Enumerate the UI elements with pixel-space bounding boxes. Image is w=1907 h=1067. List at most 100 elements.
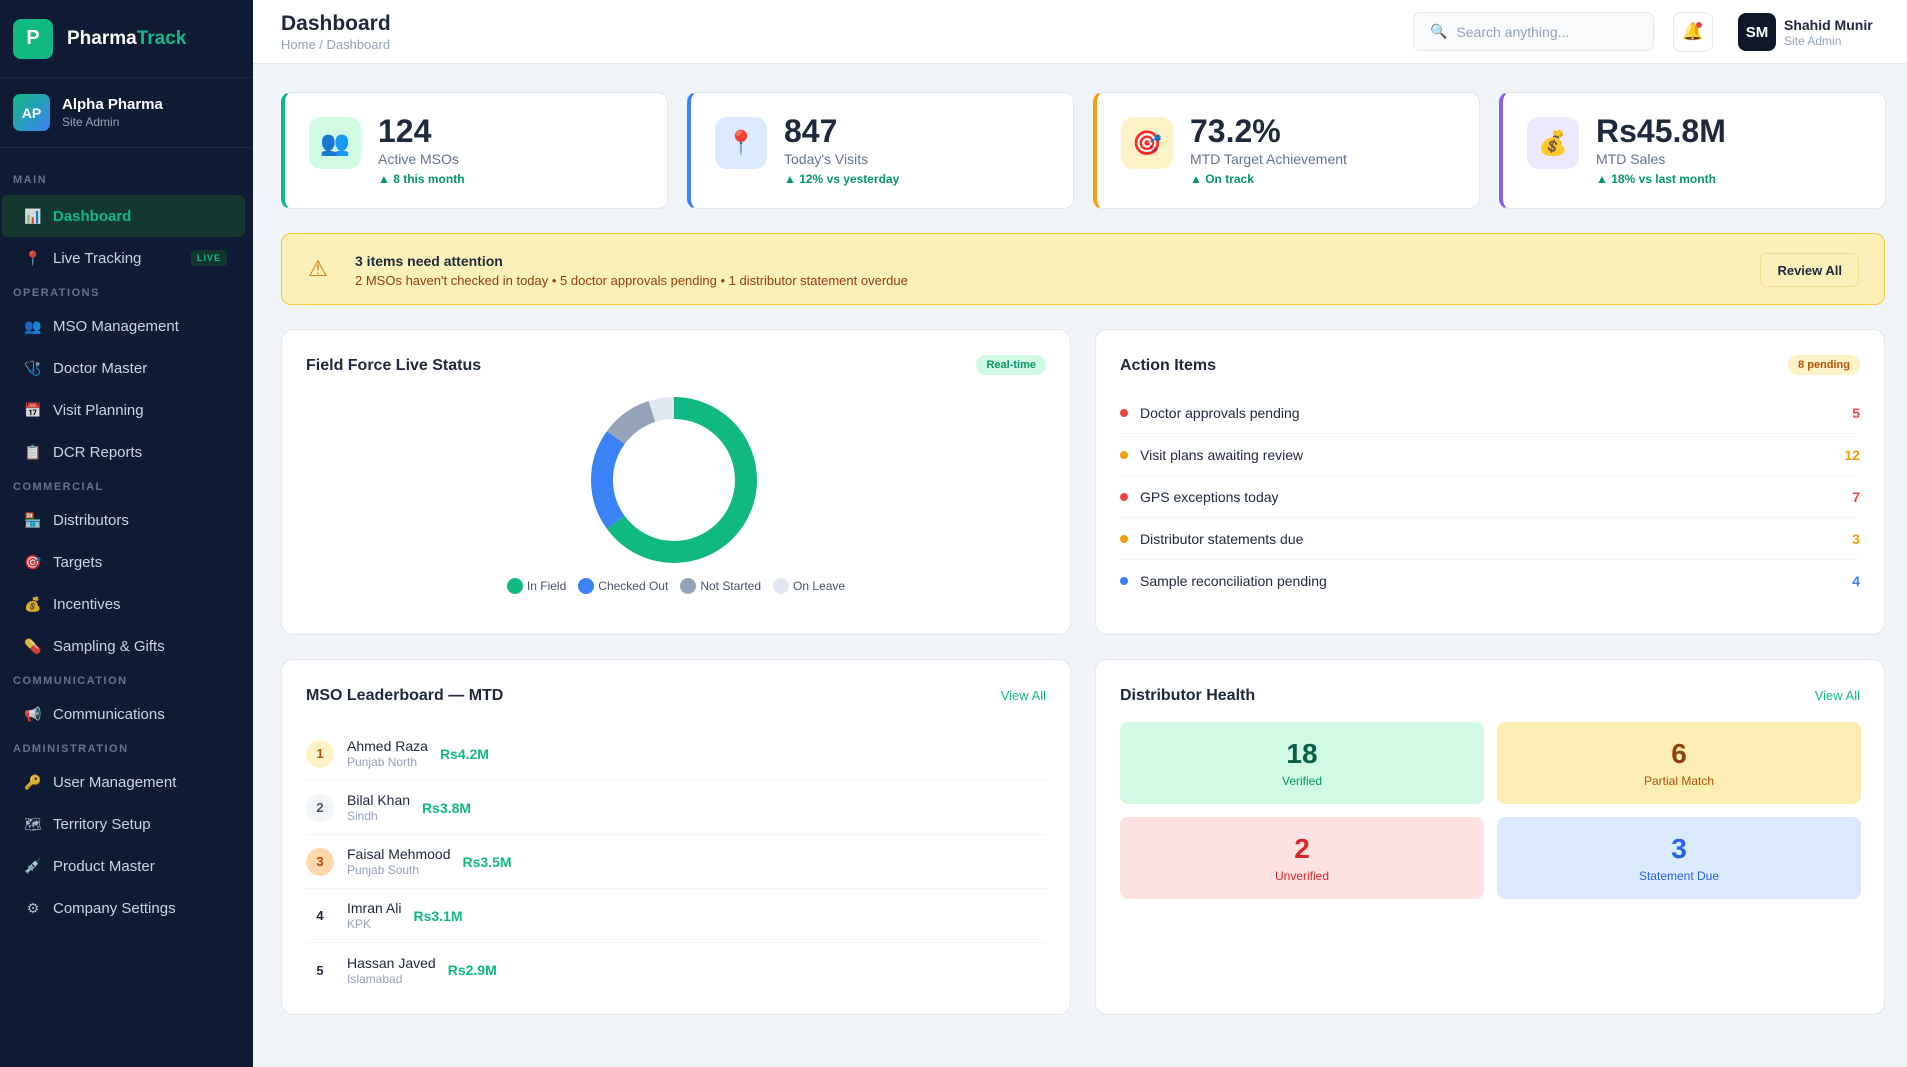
donut-slice-on-leave[interactable]	[591, 397, 757, 563]
sidebar-item-incentives[interactable]: 💰 Incentives	[0, 583, 253, 625]
target-icon: 🎯	[1121, 117, 1173, 169]
rank-badge: 1	[306, 739, 334, 768]
sidebar-item-communications[interactable]: 📢 Communications	[0, 693, 253, 735]
legend-item[interactable]: In Field	[506, 578, 566, 594]
action-items-card: Action Items 8 pending Doctor approvals …	[1095, 329, 1885, 635]
stat-card-active-msos[interactable]: 👥 124 Active MSOs ▲ 8 this month	[281, 92, 668, 209]
table-row[interactable]: 4 Imran Ali KPK Rs3.1M	[306, 889, 1046, 943]
table-row[interactable]: 5 Hassan Javed Islamabad Rs2.9M	[306, 943, 1046, 997]
sidebar-item-distributors[interactable]: 🏪 Distributors	[0, 499, 253, 541]
org-switcher[interactable]: AP Alpha Pharma Site Admin	[0, 78, 253, 148]
tile-label: Statement Due	[1638, 869, 1720, 883]
stat-card-mtd-sales[interactable]: 💰 Rs45.8M MTD Sales ▲ 18% vs last month	[1499, 92, 1886, 209]
sidebar-item-label: Targets	[53, 553, 103, 571]
stat-card-mtd-target[interactable]: 🎯 73.2% MTD Target Achievement ▲ On trac…	[1093, 92, 1480, 209]
review-all-button[interactable]: Review All	[1760, 253, 1859, 287]
sidebar-item-dashboard[interactable]: 📊 Dashboard	[2, 195, 245, 237]
section-operations: OPERATIONS	[13, 287, 100, 299]
sidebar-item-visit-planning[interactable]: 📅 Visit Planning	[0, 389, 253, 431]
legend-dot	[680, 578, 697, 594]
report-icon: 📋	[24, 443, 42, 460]
tile-partial-match[interactable]: 6 Partial Match	[1497, 722, 1861, 804]
org-name: Alpha Pharma	[62, 96, 163, 113]
action-label: Distributor statements due	[1140, 530, 1304, 547]
stat-value: 124	[378, 113, 432, 149]
notification-dot	[1696, 22, 1702, 28]
action-count: 7	[1852, 488, 1860, 505]
table-row[interactable]: 2 Bilal Khan Sindh Rs3.8M	[306, 781, 1046, 835]
sidebar-item-live-tracking[interactable]: 📍 Live Tracking LIVE	[0, 237, 253, 279]
tile-verified[interactable]: 18 Verified	[1120, 722, 1484, 804]
mso-name: Ahmed Raza	[347, 738, 428, 754]
sidebar-item-label: Company Settings	[53, 899, 176, 917]
action-label: Doctor approvals pending	[1140, 404, 1300, 421]
store-icon: 🏪	[24, 511, 42, 528]
breadcrumb[interactable]: Home / Dashboard	[281, 37, 391, 52]
calendar-icon: 📅	[24, 401, 42, 418]
org-info: Alpha Pharma Site Admin	[62, 96, 163, 129]
legend-item[interactable]: On Leave	[773, 578, 845, 594]
list-item[interactable]: Distributor statements due 3	[1120, 518, 1860, 560]
target-icon: 🎯	[24, 553, 42, 570]
avatar[interactable]: SM	[1738, 13, 1776, 51]
mso-amount: Rs3.1M	[413, 907, 463, 924]
mso-name: Hassan Javed	[347, 954, 436, 971]
tile-statement-due[interactable]: 3 Statement Due	[1497, 817, 1861, 899]
sidebar-item-user-management[interactable]: 🔑 User Management	[0, 761, 253, 803]
sidebar-item-company-settings[interactable]: ⚙ Company Settings	[0, 887, 253, 929]
sidebar-item-territory-setup[interactable]: 🗺 Territory Setup	[0, 803, 253, 845]
sidebar-item-dcr-reports[interactable]: 📋 DCR Reports	[0, 431, 253, 473]
table-row[interactable]: 1 Ahmed Raza Punjab North Rs4.2M	[306, 727, 1046, 781]
tile-value: 18	[1286, 738, 1318, 769]
brand-name-main: Pharma	[67, 27, 137, 49]
sidebar-item-sampling-gifts[interactable]: 💊 Sampling & Gifts	[0, 625, 253, 667]
rank-badge: 4	[306, 901, 334, 930]
user-name[interactable]: Shahid Munir	[1784, 17, 1873, 33]
view-all-link[interactable]: View All	[1814, 688, 1860, 703]
sidebar-item-mso-management[interactable]: 👥 MSO Management	[0, 305, 253, 347]
legend-item[interactable]: Not Started	[680, 578, 761, 594]
stat-card-todays-visits[interactable]: 📍 847 Today's Visits ▲ 12% vs yesterday	[687, 92, 1074, 209]
sidebar-item-doctor-master[interactable]: 🩺 Doctor Master	[0, 347, 253, 389]
rank-badge: 5	[306, 956, 334, 984]
topbar: Dashboard Home / Dashboard 🔍 Search anyt…	[253, 0, 1907, 64]
sidebar-item-label: Doctor Master	[53, 359, 148, 377]
search-input[interactable]: 🔍 Search anything...	[1413, 12, 1654, 51]
list-item[interactable]: Visit plans awaiting review 12	[1120, 434, 1860, 476]
brand[interactable]: P PharmaTrack	[0, 0, 253, 78]
sidebar-item-targets[interactable]: 🎯 Targets	[0, 541, 253, 583]
list-item[interactable]: GPS exceptions today 7	[1120, 476, 1860, 518]
distributor-health-card: Distributor Health View All 18 Verified …	[1095, 659, 1885, 1015]
rank-badge: 3	[306, 847, 334, 876]
search-icon: 🔍	[1430, 23, 1448, 39]
org-avatar: AP	[13, 94, 50, 131]
realtime-badge: Real-time	[976, 355, 1046, 375]
sidebar-item-label: Live Tracking	[53, 249, 142, 267]
stat-value: Rs45.8M	[1596, 113, 1726, 149]
user-role: Site Admin	[1784, 34, 1842, 48]
pending-badge: 8 pending	[1788, 355, 1860, 375]
live-badge: LIVE	[191, 250, 228, 266]
stat-value: 73.2%	[1190, 113, 1281, 149]
view-all-link[interactable]: View All	[1000, 688, 1046, 703]
legend-item[interactable]: Checked Out	[578, 578, 668, 594]
leaderboard-list: 1 Ahmed Raza Punjab North Rs4.2M 2 Bilal …	[306, 727, 1046, 997]
list-item[interactable]: Sample reconciliation pending 4	[1120, 560, 1860, 602]
tile-label: Unverified	[1274, 869, 1330, 883]
org-role: Site Admin	[62, 115, 120, 129]
donut-slice-checked-out[interactable]	[591, 397, 757, 563]
stat-label: Active MSOs	[378, 151, 459, 167]
map-icon: 🗺	[24, 815, 42, 832]
mso-name: Bilal Khan	[347, 792, 411, 808]
sidebar-item-product-master[interactable]: 💉 Product Master	[0, 845, 253, 887]
legend-dot	[578, 578, 595, 594]
sidebar-item-label: MSO Management	[53, 317, 179, 335]
list-item[interactable]: Doctor approvals pending 5	[1120, 392, 1860, 434]
notifications-button[interactable]: 🔔	[1673, 12, 1713, 52]
table-row[interactable]: 3 Faisal Mehmood Punjab South Rs3.5M	[306, 835, 1046, 889]
tile-unverified[interactable]: 2 Unverified	[1120, 817, 1484, 899]
sidebar: P PharmaTrack AP Alpha Pharma Site Admin…	[0, 0, 253, 1067]
sidebar-item-label: Dashboard	[53, 207, 132, 225]
card-title: Distributor Health	[1120, 687, 1256, 704]
status-dot	[1120, 408, 1128, 417]
